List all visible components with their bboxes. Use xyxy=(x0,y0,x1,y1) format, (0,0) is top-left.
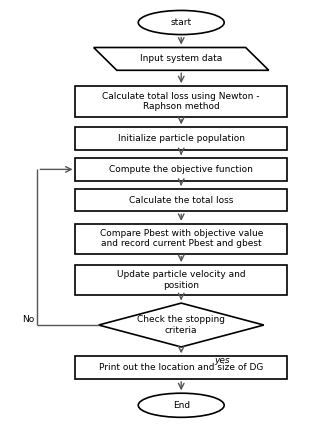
Bar xyxy=(76,127,287,150)
Polygon shape xyxy=(94,48,269,70)
Text: Compute the objective function: Compute the objective function xyxy=(109,165,253,174)
Bar xyxy=(76,356,287,379)
Bar xyxy=(76,224,287,254)
Polygon shape xyxy=(98,303,264,347)
Text: Update particle velocity and
position: Update particle velocity and position xyxy=(117,270,246,289)
Ellipse shape xyxy=(138,393,224,417)
Text: Initialize particle population: Initialize particle population xyxy=(118,134,245,143)
Bar xyxy=(76,86,287,117)
Bar xyxy=(76,265,287,295)
Text: Compare Pbest with objective value
and record current Pbest and gbest: Compare Pbest with objective value and r… xyxy=(99,229,263,248)
Text: start: start xyxy=(171,18,192,27)
Text: Print out the location and size of DG: Print out the location and size of DG xyxy=(99,363,263,372)
Bar xyxy=(76,189,287,211)
Bar xyxy=(76,158,287,181)
Text: End: End xyxy=(173,401,190,410)
Text: yes: yes xyxy=(214,356,230,365)
Text: Calculate total loss using Newton -
Raphson method: Calculate total loss using Newton - Raph… xyxy=(102,92,260,111)
Text: Check the stopping
criteria: Check the stopping criteria xyxy=(137,315,225,335)
Ellipse shape xyxy=(138,11,224,35)
Text: No: No xyxy=(22,315,34,324)
Text: Calculate the total loss: Calculate the total loss xyxy=(129,195,234,205)
Text: Input system data: Input system data xyxy=(140,55,222,63)
